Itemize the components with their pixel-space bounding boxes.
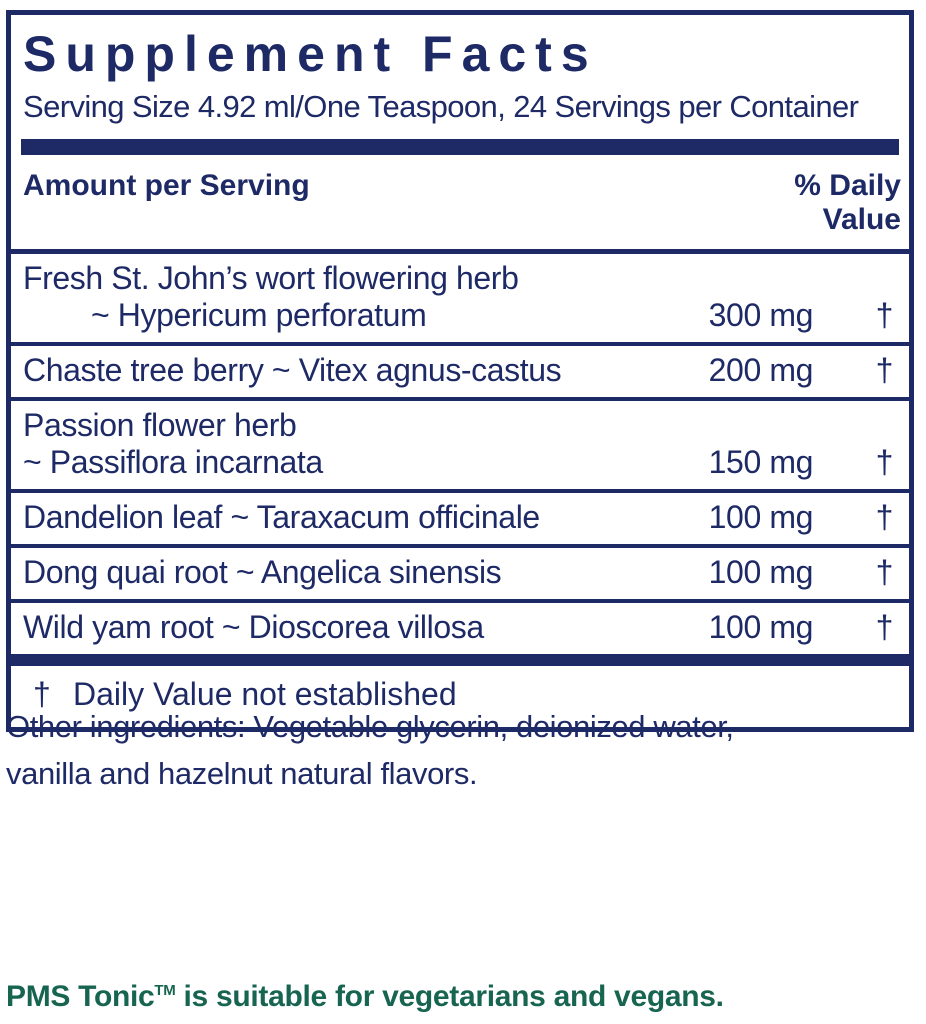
daily-value-header-line2: Value — [822, 203, 901, 236]
trademark-symbol: TM — [154, 982, 176, 999]
ingredient-amount: 150 mg — [708, 444, 814, 480]
ingredient-name: Wild yam root ~ Dioscorea villosa — [23, 609, 484, 645]
ingredient-daily-value: † — [875, 352, 894, 388]
product-name: PMS Tonic — [6, 980, 155, 1013]
supplement-facts-panel: Supplement Facts Serving Size 4.92 ml/On… — [6, 10, 914, 732]
ingredient-name: Chaste tree berry ~ Vitex agnus-castus — [23, 352, 562, 388]
ingredient-name-line1: Passion flower herb — [23, 407, 297, 443]
ingredient-amount: 100 mg — [708, 609, 814, 645]
ingredient-amount: 300 mg — [708, 297, 814, 333]
dagger-symbol: † — [33, 676, 51, 712]
vegetarian-note-text: is suitable for vegetarians and vegans. — [175, 980, 724, 1013]
ingredient-daily-value: † — [875, 444, 894, 480]
ingredient-name-line1: Fresh St. John’s wort flowering herb — [23, 260, 519, 296]
table-row: Chaste tree berry ~ Vitex agnus-castus 2… — [11, 346, 909, 401]
ingredient-name: Dandelion leaf ~ Taraxacum officinale — [23, 499, 540, 535]
divider-thick-top — [21, 139, 899, 155]
footnote-text: Daily Value not established — [73, 676, 457, 712]
ingredient-daily-value: † — [875, 499, 894, 535]
table-header: Amount per Serving % Daily Value — [11, 155, 909, 254]
other-ingredients-line1: Other ingredients: Vegetable glycerin, d… — [6, 709, 734, 744]
serving-size-line: Serving Size 4.92 ml/One Teaspoon, 24 Se… — [23, 89, 859, 124]
ingredient-daily-value: † — [875, 609, 894, 645]
ingredient-name-line2: ~ Hypericum perforatum — [91, 297, 427, 333]
daily-value-header: % Daily Value — [794, 169, 901, 237]
amount-per-serving-header: Amount per Serving — [23, 169, 310, 202]
other-ingredients-line2: vanilla and hazelnut natural flavors. — [6, 756, 478, 791]
ingredient-amount: 100 mg — [708, 499, 814, 535]
table-row: Wild yam root ~ Dioscorea villosa 100 mg… — [11, 603, 909, 654]
daily-value-header-line1: % Daily — [794, 169, 901, 202]
table-row: Dandelion leaf ~ Taraxacum officinale 10… — [11, 493, 909, 548]
vegetarian-note: PMS TonicTM is suitable for vegetarians … — [6, 980, 724, 1014]
ingredient-daily-value: † — [875, 297, 894, 333]
ingredient-name-line2: ~ Passiflora incarnata — [23, 444, 323, 480]
footnote: † Daily Value not established — [11, 666, 909, 727]
table-row: Fresh St. John’s wort flowering herb ~ H… — [11, 254, 909, 346]
table-row: Dong quai root ~ Angelica sinensis 100 m… — [11, 548, 909, 603]
table-row: Passion flower herb ~ Passiflora incarna… — [11, 401, 909, 493]
ingredient-daily-value: † — [875, 554, 894, 590]
other-ingredients: Other ingredients: Vegetable glycerin, d… — [6, 703, 734, 797]
panel-title: Supplement Facts — [23, 26, 598, 82]
ingredient-amount: 200 mg — [708, 352, 814, 388]
ingredient-amount: 100 mg — [708, 554, 814, 590]
ingredient-name: Dong quai root ~ Angelica sinensis — [23, 554, 502, 590]
divider-thick-bottom — [11, 654, 909, 666]
